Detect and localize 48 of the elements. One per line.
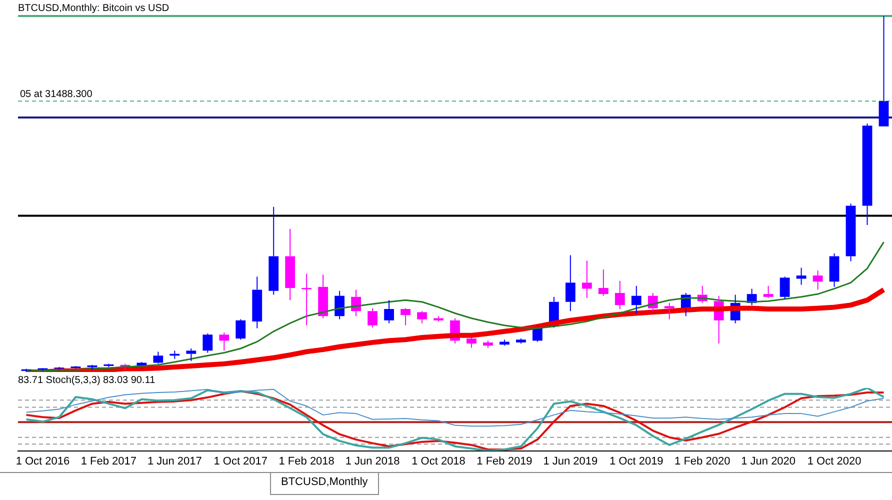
x-tick-label: 1 Jun 2019: [543, 455, 598, 468]
candlestick: [582, 260, 592, 298]
x-tick-label: 1 Jun 2017: [147, 455, 202, 468]
candlestick: [565, 254, 576, 312]
x-tick-label: 1 Oct 2017: [214, 455, 268, 468]
candlestick: [812, 270, 823, 290]
x-tick-label: 1 Oct 2020: [807, 455, 862, 468]
candlestick: [878, 16, 889, 126]
candlestick: [285, 228, 296, 301]
candlestick: [598, 268, 608, 296]
candlestick: [268, 206, 279, 296]
candlestick: [368, 308, 378, 328]
candlestick: [400, 308, 410, 326]
x-tick-label: 1 Feb 2019: [476, 455, 532, 468]
candlestick: [186, 348, 196, 362]
candlestick: [434, 316, 444, 322]
candlestick: [664, 302, 674, 320]
candlestick: [153, 351, 164, 364]
x-tick-label: 1 Feb 2020: [674, 455, 730, 468]
chart-title: BTCUSD,Monthly: Bitcoin vs USD: [18, 2, 170, 14]
text: BTCUSD,Monthly: [270, 473, 379, 495]
candlestick: [862, 123, 872, 226]
candlestick: [483, 340, 493, 348]
ref-line-label: 05 at 31488.300: [20, 88, 93, 100]
candlestick: [829, 252, 840, 288]
candlestick: [334, 290, 345, 320]
candlestick: [763, 285, 774, 298]
candlestick: [780, 276, 790, 300]
candlestick: [846, 203, 856, 262]
candlestick: [417, 310, 427, 324]
x-tick-label: 1 Oct 2018: [412, 455, 466, 468]
x-tick-label: 1 Feb 2017: [80, 455, 137, 468]
candlestick: [796, 267, 806, 286]
x-tick-label: 1 Jun 2018: [345, 455, 400, 468]
x-tick-label: 1 Oct 2016: [16, 455, 70, 468]
candlestick: [202, 333, 213, 354]
x-tick-label: 1 Jun 2020: [741, 455, 796, 468]
chart-title: 83.71 Stoch(5,3,3) 83.03 90.11: [18, 374, 156, 386]
x-tick-label: 1 Feb 2018: [278, 455, 334, 468]
candlestick: [318, 274, 328, 319]
x-tick-label: 1 Oct 2019: [609, 455, 664, 468]
candlestick: [252, 276, 262, 329]
candlestick: [219, 332, 230, 352]
candlestick: [384, 300, 394, 324]
candlestick: [614, 280, 625, 310]
candlestick: [466, 336, 476, 348]
candlestick: [500, 339, 510, 346]
candlestick: [631, 285, 642, 314]
